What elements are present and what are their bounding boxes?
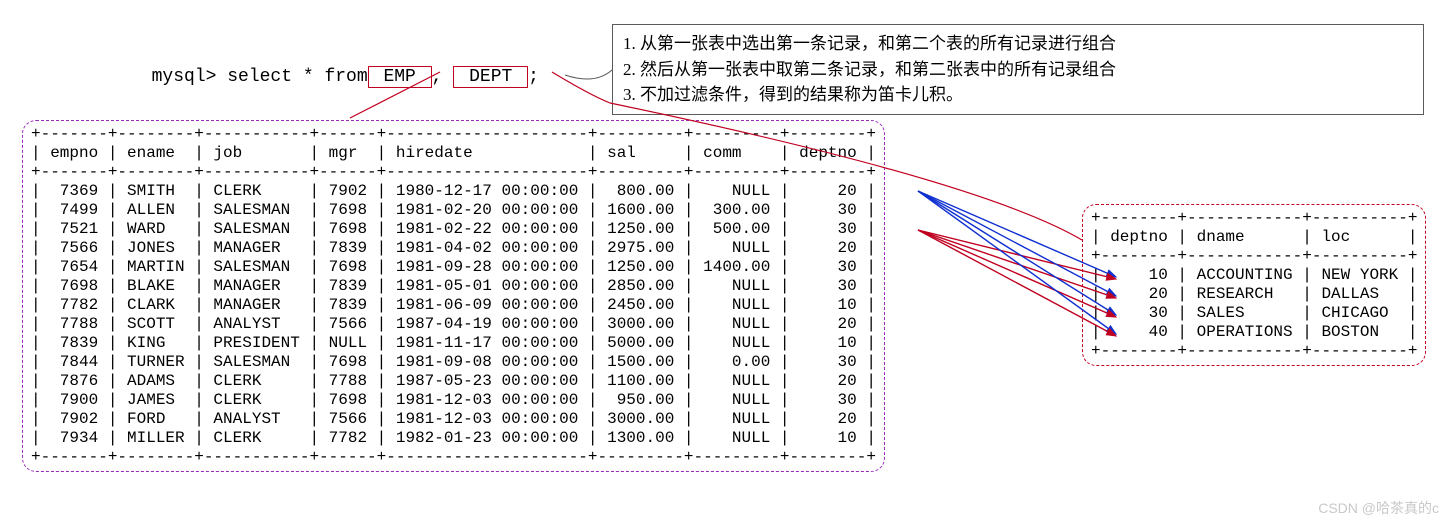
table-border-row: +--------+------------+----------+: [1091, 247, 1417, 266]
table-row: | 7566 | JONES | MANAGER | 7839 | 1981-0…: [31, 239, 876, 258]
table-name-dept: DEPT: [453, 66, 528, 88]
table-row: | 7788 | SCOTT | ANALYST | 7566 | 1987-0…: [31, 315, 876, 334]
table-row: | 7934 | MILLER | CLERK | 7782 | 1982-01…: [31, 429, 876, 448]
explanation-callout: 1. 从第一张表中选出第一条记录，和第二个表的所有记录进行组合 2. 然后从第一…: [612, 24, 1424, 115]
table-border-row: +-------+--------+-----------+------+---…: [31, 448, 876, 467]
table-row: | 7900 | JAMES | CLERK | 7698 | 1981-12-…: [31, 391, 876, 410]
table-row: | 10 | ACCOUNTING | NEW YORK |: [1091, 266, 1417, 285]
table-row: | 40 | OPERATIONS | BOSTON |: [1091, 323, 1417, 342]
table-row: | 7876 | ADAMS | CLERK | 7788 | 1987-05-…: [31, 372, 876, 391]
table-border-row: +--------+------------+----------+: [1091, 209, 1417, 228]
sql-command: mysql> select * from EMP , DEPT ;: [130, 46, 539, 88]
table-row: | 20 | RESEARCH | DALLAS |: [1091, 285, 1417, 304]
table-border-row: +--------+------------+----------+: [1091, 342, 1417, 361]
table-row: | 7782 | CLARK | MANAGER | 7839 | 1981-0…: [31, 296, 876, 315]
emp-table: +-------+--------+-----------+------+---…: [22, 120, 885, 472]
watermark: CSDN @哈茶真的c: [1318, 498, 1439, 518]
table-name-emp: EMP: [368, 66, 432, 88]
table-border-row: +-------+--------+-----------+------+---…: [31, 125, 876, 144]
callout-line: 3. 不加过滤条件，得到的结果称为笛卡儿积。: [623, 82, 1413, 108]
callout-line: 2. 然后从第一张表中取第二条记录，和第二张表中的所有记录组合: [623, 57, 1413, 83]
table-row: | 7499 | ALLEN | SALESMAN | 7698 | 1981-…: [31, 201, 876, 220]
table-row: | 7844 | TURNER | SALESMAN | 7698 | 1981…: [31, 353, 876, 372]
callout-line: 1. 从第一张表中选出第一条记录，和第二个表的所有记录进行组合: [623, 31, 1413, 57]
sql-prompt: mysql>: [152, 67, 217, 87]
table-border-row: +-------+--------+-----------+------+---…: [31, 163, 876, 182]
table-row: | 7902 | FORD | ANALYST | 7566 | 1981-12…: [31, 410, 876, 429]
callout-leader: [565, 70, 612, 79]
table-row: | 7839 | KING | PRESIDENT | NULL | 1981-…: [31, 334, 876, 353]
table-row: | 7654 | MARTIN | SALESMAN | 7698 | 1981…: [31, 258, 876, 277]
table-row: | 7521 | WARD | SALESMAN | 7698 | 1981-0…: [31, 220, 876, 239]
table-header-row: | deptno | dname | loc |: [1091, 228, 1417, 247]
table-row: | 7698 | BLAKE | MANAGER | 7839 | 1981-0…: [31, 277, 876, 296]
table-row: | 7369 | SMITH | CLERK | 7902 | 1980-12-…: [31, 182, 876, 201]
connector-curve: [552, 72, 610, 103]
table-row: | 30 | SALES | CHICAGO |: [1091, 304, 1417, 323]
dept-table: +--------+------------+----------+| dept…: [1082, 204, 1426, 366]
table-header-row: | empno | ename | job | mgr | hiredate |…: [31, 144, 876, 163]
